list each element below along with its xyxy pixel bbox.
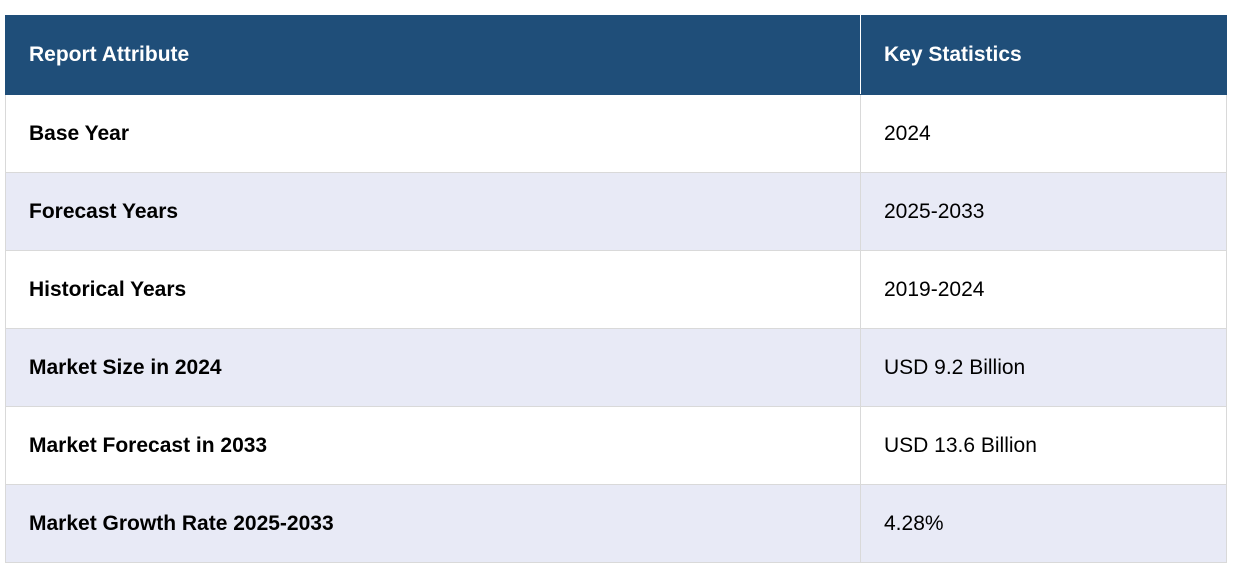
table-row: Market Growth Rate 2025-2033 4.28% (5, 484, 1227, 563)
header-cell: Key Statistics (860, 15, 1227, 95)
table-row: Historical Years 2019-2024 (5, 250, 1227, 329)
report-table: Report Attribute Key Statistics Base Year… (5, 15, 1227, 563)
header-row: Report Attribute Key Statistics (5, 15, 1227, 95)
table-row: Base Year 2024 (5, 94, 1227, 173)
table-row: Market Forecast in 2033 USD 13.6 Billion (5, 406, 1227, 485)
value-cell: 4.28% (860, 484, 1227, 563)
header-cell: Report Attribute (5, 15, 861, 95)
value-cell: 2025-2033 (860, 172, 1227, 251)
attribute-cell: Market Growth Rate 2025-2033 (5, 484, 861, 563)
attribute-cell: Forecast Years (5, 172, 861, 251)
attribute-cell: Historical Years (5, 250, 861, 329)
value-cell: USD 9.2 Billion (860, 328, 1227, 407)
value-cell: USD 13.6 Billion (860, 406, 1227, 485)
table-row: Forecast Years 2025-2033 (5, 172, 1227, 251)
value-cell: 2024 (860, 94, 1227, 173)
value-cell: 2019-2024 (860, 250, 1227, 329)
table-body: Base Year 2024 Forecast Years 2025-2033 Hist… (5, 94, 1227, 563)
attribute-cell: Market Forecast in 2033 (5, 406, 861, 485)
table-header: Report Attribute Key Statistics (5, 15, 1227, 95)
table-row: Market Size in 2024 USD 9.2 Billion (5, 328, 1227, 407)
attribute-cell: Base Year (5, 94, 861, 173)
attribute-cell: Market Size in 2024 (5, 328, 861, 407)
